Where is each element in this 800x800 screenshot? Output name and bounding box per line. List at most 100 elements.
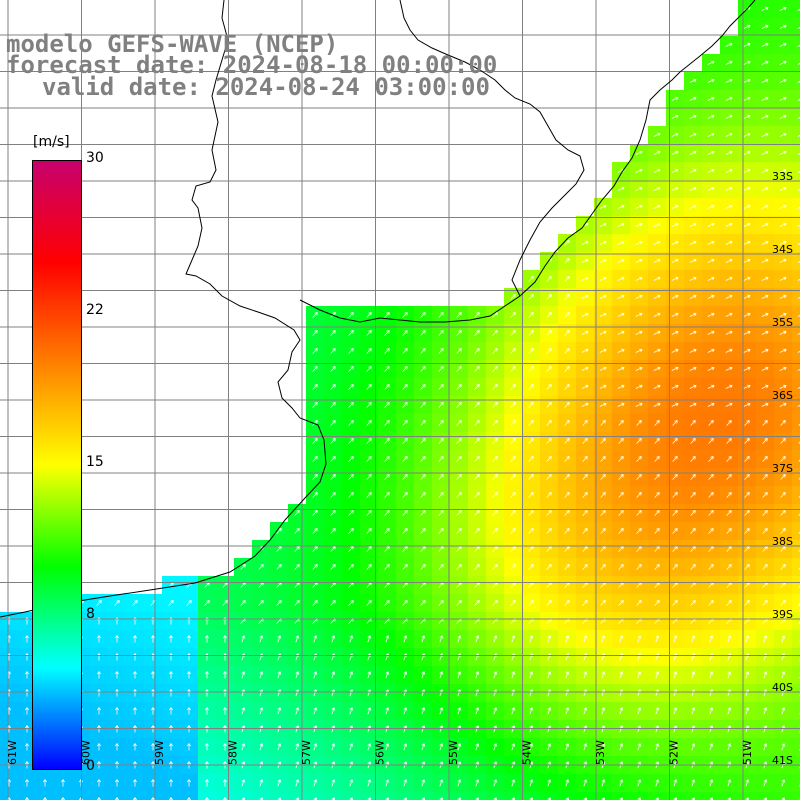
wind-arrow (600, 474, 606, 480)
wind-arrow (671, 222, 679, 227)
wind-arrow (348, 528, 354, 534)
wind-arrow (617, 258, 625, 263)
wind-arrow (456, 348, 462, 354)
wind-arrow (797, 297, 800, 299)
wind-arrow (689, 330, 697, 335)
wind-cell (324, 792, 342, 800)
wind-arrow (492, 528, 498, 534)
wind-arrow (528, 438, 534, 444)
wind-arrow (707, 78, 715, 83)
wind-arrow (457, 743, 462, 751)
wind-arrow (689, 294, 697, 299)
latitude-label: 34S (772, 243, 793, 256)
wind-arrow (671, 330, 679, 335)
wind-arrow (744, 546, 750, 552)
wind-arrow (564, 348, 570, 354)
wind-arrow (653, 150, 661, 155)
wind-arrow (707, 348, 715, 353)
wind-arrow (690, 546, 696, 552)
wind-arrow (672, 600, 678, 606)
latitude-label: 41S (772, 754, 793, 767)
wind-arrow (456, 492, 462, 498)
wind-arrow (438, 474, 444, 480)
wind-arrow (348, 510, 354, 516)
wind-arrow (511, 779, 516, 787)
wind-arrow (725, 294, 733, 299)
wind-arrow (708, 510, 714, 516)
wind-arrow (510, 510, 516, 516)
wind-arrow (115, 779, 119, 787)
wind-arrow (403, 743, 408, 751)
wind-cell (486, 792, 504, 800)
wind-arrow (617, 330, 625, 335)
wind-arrow (797, 351, 800, 353)
wind-arrow (581, 312, 589, 317)
wind-arrow (743, 312, 751, 317)
wind-arrow (672, 420, 678, 426)
wind-arrow (797, 171, 800, 173)
wind-arrow (565, 635, 570, 643)
wind-arrow (761, 6, 769, 11)
wind-arrow (583, 635, 588, 643)
wind-arrow (564, 528, 570, 534)
wind-arrow (725, 258, 733, 263)
wind-arrow (672, 492, 678, 498)
wind-arrow (600, 600, 606, 606)
wind-arrow (312, 312, 318, 318)
wind-arrow (366, 474, 372, 480)
wind-arrow (798, 459, 800, 462)
wind-arrow (582, 438, 588, 444)
wind-arrow (313, 797, 318, 800)
wind-arrow (528, 528, 534, 534)
wind-arrow (797, 189, 800, 191)
wind-arrow (744, 420, 750, 426)
wind-arrow (349, 635, 354, 643)
wind-arrow (779, 150, 787, 155)
wind-arrow (618, 438, 624, 444)
wind-arrow (725, 96, 733, 101)
wind-arrow (546, 348, 552, 354)
wind-arrow (618, 600, 624, 606)
wind-arrow (581, 294, 589, 299)
wind-arrow (546, 276, 552, 282)
wind-arrow (475, 707, 480, 715)
wind-arrow (779, 402, 787, 407)
wind-arrow (600, 420, 606, 426)
wind-arrow (779, 132, 787, 137)
wind-arrow (493, 797, 498, 800)
wind-arrow (349, 707, 354, 715)
wind-arrow (511, 671, 516, 679)
wind-arrow (707, 366, 715, 371)
wind-arrow (779, 348, 787, 353)
wind-arrow (312, 366, 318, 372)
wind-cell (792, 54, 800, 72)
wind-arrow (761, 294, 769, 299)
wind-arrow (761, 276, 769, 281)
wind-arrow (599, 348, 607, 353)
wind-arrow (132, 600, 138, 606)
wind-arrow (690, 474, 696, 480)
wind-cell (792, 792, 800, 800)
wind-arrow (474, 420, 480, 426)
longitude-label: 59W (153, 740, 166, 765)
wind-arrow (599, 204, 607, 209)
wind-arrow (169, 707, 173, 715)
wind-arrow (689, 312, 697, 317)
wind-arrow (295, 779, 300, 787)
wind-arrow (798, 549, 800, 552)
wind-arrow (223, 707, 227, 715)
wind-arrow (492, 546, 498, 552)
wind-arrow (761, 168, 769, 173)
wind-arrow (619, 671, 624, 679)
wind-arrow (618, 528, 624, 534)
wind-arrow (402, 546, 408, 552)
wind-arrow (725, 42, 733, 47)
wind-arrow (367, 635, 372, 643)
wind-arrow (510, 402, 516, 408)
wind-arrow (438, 528, 444, 534)
wind-arrow (565, 743, 570, 751)
wind-arrow (689, 96, 697, 101)
wind-arrow (349, 671, 354, 679)
wind-arrow (726, 456, 732, 462)
wind-arrow (151, 635, 155, 643)
